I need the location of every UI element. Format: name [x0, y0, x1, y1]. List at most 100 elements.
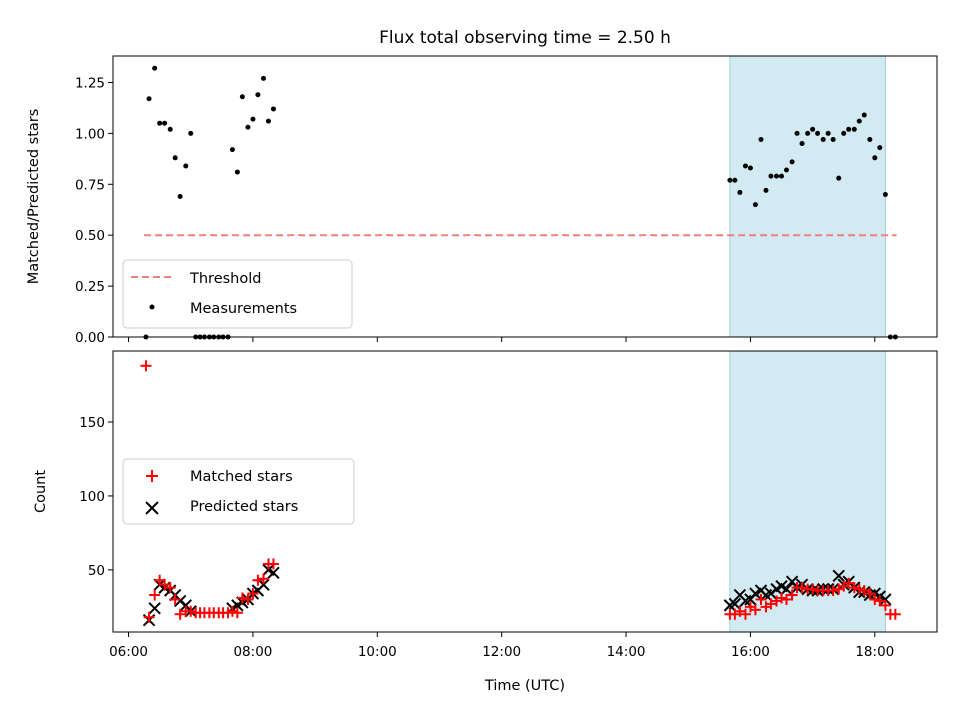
count-y-tick-label: 150 — [79, 415, 105, 431]
measurement-point — [172, 155, 178, 161]
matched-stars-point — [159, 579, 171, 591]
ratio-y-ticks: 0.00 0.25 0.50 0.75 1.00 1.25 — [75, 75, 113, 346]
matched-stars-point — [786, 589, 798, 601]
count-y-tick-label: 100 — [79, 489, 105, 505]
matched-stars-point — [864, 588, 876, 600]
measurement-point — [820, 136, 826, 142]
ratio-y-axis-label: Matched/Predicted stars — [26, 109, 42, 285]
ratio-y-tick-label: 0.25 — [75, 279, 105, 295]
matched-stars-point — [843, 577, 855, 589]
matched-stars-point — [257, 573, 269, 585]
matched-stars-point — [267, 558, 279, 570]
count-legend: Matched stars Predicted stars — [122, 458, 355, 525]
measurement-point — [846, 126, 852, 132]
x-tick-label: 10:00 — [358, 644, 397, 660]
measurement-point — [789, 159, 795, 165]
predicted-stars-point — [780, 582, 793, 596]
measurement-point — [250, 116, 256, 122]
matched-stars-point — [781, 593, 793, 605]
matched-stars-point — [149, 589, 161, 601]
matched-stars-point — [889, 608, 901, 620]
matched-stars-point — [848, 582, 860, 594]
measurement-point — [229, 147, 235, 153]
ratio-panel: 0.00 0.25 0.50 0.75 1.00 1.25 Matched/Predict… — [26, 55, 938, 346]
x-tick-label: 18:00 — [855, 644, 894, 660]
ratio-y-tick-label: 1.00 — [75, 126, 105, 142]
matched-stars-point — [174, 608, 186, 620]
measurement-point — [841, 130, 847, 136]
measurement-point — [810, 126, 816, 132]
measurement-point — [265, 118, 271, 124]
legend-threshold-label: Threshold — [189, 271, 261, 287]
matched-stars-point — [739, 608, 751, 620]
predicted-stars-point — [832, 569, 845, 583]
highlight-span-rect — [729, 55, 886, 338]
matched-stars-point — [236, 592, 248, 604]
measurement-point — [882, 191, 888, 197]
count-y-ticks: 50 100 150 — [79, 415, 113, 579]
count-legend-box — [122, 458, 355, 525]
measurement-point — [183, 163, 189, 169]
matched-stars-point — [226, 605, 238, 617]
measurement-point — [877, 145, 883, 151]
matched-stars-point — [827, 585, 839, 597]
measurements-series — [143, 65, 898, 340]
ratio-y-tick-label: 0.00 — [75, 330, 105, 346]
predicted-stars-point — [267, 566, 280, 580]
ratio-y-tick-label: 0.75 — [75, 177, 105, 193]
measurement-point — [861, 112, 867, 118]
measurement-point — [825, 130, 831, 136]
measurement-point — [815, 130, 821, 136]
measurement-point — [737, 189, 743, 195]
measurement-point — [774, 173, 780, 179]
ratio-legend-box — [122, 259, 353, 329]
measurement-point — [157, 120, 163, 126]
matched-stars-point — [231, 607, 243, 619]
measurement-point — [784, 167, 790, 173]
count-x-ticks: 06:00 08:00 10:00 12:00 14:00 16:00 18:00 — [109, 632, 894, 660]
ratio-y-tick-label: 1.25 — [75, 75, 105, 91]
measurement-point — [260, 75, 266, 81]
measurement-point — [763, 187, 769, 193]
matched-stars-series — [140, 360, 901, 623]
count-y-axis-label: Count — [33, 470, 49, 513]
predicted-stars-point — [879, 593, 892, 606]
matched-stars-point — [869, 593, 881, 605]
measurement-point — [872, 155, 878, 161]
measurement-point — [177, 194, 183, 199]
measurement-point — [727, 177, 733, 183]
predicted-stars-point — [148, 602, 161, 615]
measurement-point — [239, 94, 245, 100]
measurement-point — [188, 130, 194, 136]
measurement-point — [152, 65, 158, 71]
matched-stars-point — [169, 593, 181, 605]
matched-stars-point — [164, 582, 176, 594]
legend-measurements-swatch — [149, 304, 155, 310]
measurement-point — [245, 124, 251, 130]
measurement-point — [836, 175, 842, 181]
measurement-point — [851, 126, 857, 132]
x-tick-label: 08:00 — [233, 644, 272, 660]
matched-stars-point — [853, 583, 865, 595]
matched-stars-point — [765, 598, 777, 610]
matched-stars-point — [252, 574, 264, 586]
matched-stars-point — [858, 585, 870, 597]
x-axis-label: Time (UTC) — [484, 678, 565, 694]
measurement-point — [830, 136, 836, 142]
count-y-tick-label: 50 — [88, 563, 105, 579]
measurement-point — [867, 136, 873, 142]
measurement-point — [146, 96, 152, 102]
chart-title: Flux total observing time = 2.50 h — [379, 28, 671, 48]
matched-stars-point — [143, 611, 155, 623]
measurement-point — [742, 163, 748, 169]
measurement-point — [255, 92, 261, 98]
highlight-span-top — [729, 55, 886, 338]
matched-stars-point — [749, 604, 761, 616]
legend-predicted-swatch — [145, 501, 159, 515]
legend-matched-swatch — [146, 470, 158, 482]
x-tick-label: 14:00 — [607, 644, 646, 660]
matched-stars-point — [796, 582, 808, 594]
count-panel: 50 100 150 06:00 08:00 10:00 12:00 14:00 16:00 1… — [33, 350, 938, 694]
ratio-y-tick-label: 0.50 — [75, 228, 105, 244]
